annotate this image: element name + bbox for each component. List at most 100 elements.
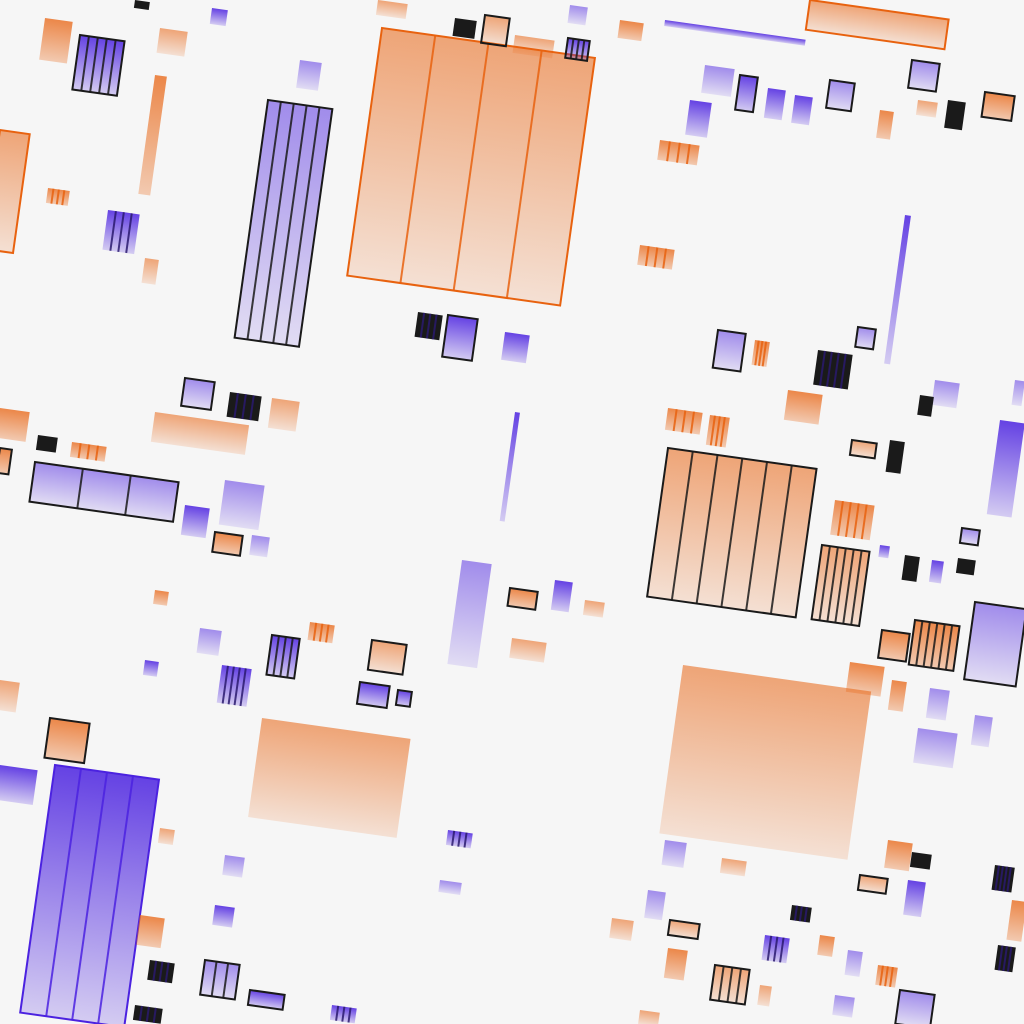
block-stripe <box>259 103 295 342</box>
block-stripe <box>852 503 860 539</box>
block-stripe <box>653 247 659 268</box>
block-stripe <box>798 906 803 922</box>
block <box>763 88 786 121</box>
block-stripe <box>819 350 826 386</box>
block <box>791 95 813 126</box>
block-stripe <box>318 623 324 642</box>
block-fill <box>915 100 938 118</box>
block <box>659 665 872 860</box>
block <box>915 100 938 118</box>
block-fill <box>222 855 245 878</box>
block <box>885 440 905 474</box>
block-fill <box>179 376 216 412</box>
block-stripe <box>944 625 954 670</box>
block <box>789 905 812 923</box>
block-stripe <box>772 936 779 962</box>
block-stripe <box>714 416 721 447</box>
block-fill <box>894 988 936 1024</box>
block <box>512 35 555 59</box>
block-fill <box>375 0 408 20</box>
block-stripe <box>670 451 694 601</box>
block <box>901 555 920 582</box>
block-fill <box>212 905 235 928</box>
block-stripe <box>889 966 894 988</box>
block-fill <box>958 526 981 547</box>
block-stripe <box>221 665 229 704</box>
block-fill <box>711 328 747 373</box>
block-stripe <box>452 42 490 291</box>
block <box>43 716 91 765</box>
block-stripe <box>463 832 468 848</box>
block-fill <box>719 858 747 877</box>
block-stripe <box>227 666 235 705</box>
block-fill <box>928 560 944 584</box>
block-stripe <box>937 624 946 669</box>
block <box>824 78 856 113</box>
block-fill <box>43 716 91 765</box>
block-stripe <box>761 341 768 367</box>
block-fill <box>211 530 244 557</box>
block-fill <box>452 18 477 39</box>
block-stripe <box>850 550 863 625</box>
block-stripe <box>884 966 889 987</box>
block-stripe <box>672 409 678 432</box>
block <box>582 600 605 618</box>
block <box>180 504 210 539</box>
block-stripe <box>124 475 132 516</box>
block-stripe <box>222 963 230 999</box>
block <box>296 60 322 91</box>
block-fill <box>0 765 38 805</box>
block-stripe <box>272 105 308 344</box>
block-stripe <box>325 624 330 643</box>
block <box>661 840 687 868</box>
block-fill <box>609 918 634 941</box>
block <box>567 5 588 26</box>
block <box>0 128 31 255</box>
block-fill <box>567 5 588 26</box>
block-stripe <box>681 410 687 433</box>
block-stripe <box>419 312 426 338</box>
block <box>445 830 473 849</box>
block <box>664 408 703 435</box>
block <box>142 660 159 677</box>
block-stripe <box>55 189 60 205</box>
block <box>963 600 1024 688</box>
block-fill <box>447 560 492 669</box>
block-stripe <box>80 36 90 91</box>
block <box>733 73 759 114</box>
block <box>153 590 169 606</box>
block-fill <box>963 600 1024 688</box>
block-stripe <box>1002 866 1008 892</box>
block-fill <box>685 100 712 138</box>
block <box>157 828 175 845</box>
block <box>102 210 140 255</box>
block <box>233 98 334 348</box>
block-stripe <box>644 246 650 267</box>
block <box>441 313 479 362</box>
block-fill <box>0 408 30 442</box>
block-fill <box>180 504 210 539</box>
block-fill <box>955 558 976 576</box>
block <box>980 90 1016 123</box>
block-fill <box>71 33 126 97</box>
block <box>479 13 511 48</box>
block-stripe <box>826 351 833 387</box>
block <box>844 950 863 977</box>
block-stripe <box>994 865 1000 891</box>
block <box>884 215 911 365</box>
block-fill <box>216 665 252 707</box>
block-fill <box>876 110 894 140</box>
block-fill <box>970 715 993 748</box>
block <box>955 558 976 576</box>
block <box>986 420 1024 518</box>
block <box>218 480 265 531</box>
block <box>876 110 894 140</box>
block <box>550 580 573 613</box>
block-stripe <box>839 353 847 389</box>
block <box>751 340 770 367</box>
block-stripe <box>826 547 839 622</box>
block <box>705 415 730 448</box>
block <box>913 728 958 769</box>
block-stripe <box>86 444 91 460</box>
block-stripe <box>125 213 133 254</box>
